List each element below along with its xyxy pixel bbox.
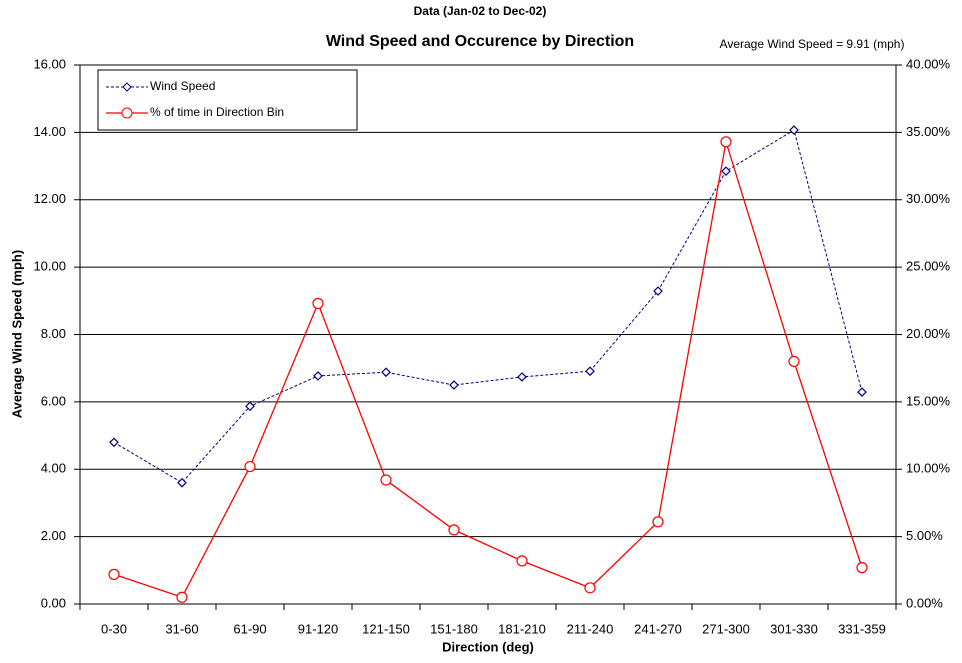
y-tick-label: 12.00	[33, 191, 66, 206]
y-tick-label: 2.00	[41, 528, 66, 543]
data-point	[653, 286, 663, 296]
y2-tick-label: 25.00%	[906, 259, 951, 274]
legend	[97, 69, 358, 131]
data-point	[789, 125, 799, 135]
x-tick-label: 331-359	[838, 621, 886, 636]
series-line	[113, 129, 863, 484]
data-point	[380, 474, 392, 486]
data-point	[245, 401, 255, 412]
data-point	[312, 297, 324, 310]
data-point	[720, 136, 732, 148]
legend-marker	[121, 107, 133, 119]
x-tick-label: 121-150	[362, 621, 410, 636]
data-point	[516, 555, 528, 567]
y2-tick-label: 40.00%	[906, 56, 951, 71]
legend-label: % of time in Direction Bin	[150, 105, 284, 119]
x-axis-title: Direction (deg)	[442, 639, 534, 654]
data-point	[109, 437, 119, 448]
legend-marker	[122, 82, 132, 92]
x-tick-label: 151-180	[430, 621, 478, 636]
x-tick-label: 31-60	[165, 621, 198, 636]
data-point	[449, 380, 459, 390]
x-tick-label: 301-330	[770, 621, 818, 636]
x-tick-label: 181-210	[498, 621, 546, 636]
legend-label: Wind Speed	[150, 79, 215, 93]
y-tick-label: 14.00	[33, 124, 66, 139]
chart-title: Wind Speed and Occurence by Direction	[326, 33, 634, 50]
data-point	[108, 568, 120, 580]
data-point	[177, 477, 187, 488]
y-axis-title: Average Wind Speed (mph)	[9, 250, 24, 418]
data-point	[856, 562, 868, 574]
x-tick-label: 241-270	[634, 621, 682, 636]
data-point	[788, 355, 800, 368]
x-tick-label: 211-240	[567, 621, 614, 636]
x-tick-label: 0-30	[101, 621, 127, 636]
y-tick-label: 6.00	[41, 393, 66, 408]
x-tick-label: 91-120	[298, 621, 338, 636]
data-point	[381, 367, 391, 378]
data-point	[448, 524, 460, 536]
data-point	[244, 460, 256, 473]
data-point	[721, 166, 731, 176]
y2-tick-label: 35.00%	[906, 124, 951, 139]
x-tick-label: 61-90	[233, 621, 266, 636]
data-point	[652, 516, 664, 528]
data-point	[176, 591, 188, 603]
y2-tick-label: 20.00%	[906, 326, 951, 341]
y-tick-label: 8.00	[41, 326, 66, 341]
annotation: Average Wind Speed = 9.91 (mph)	[720, 37, 905, 51]
data-point	[517, 372, 527, 382]
y2-tick-label: 0.00%	[906, 595, 943, 610]
chart-subtitle: Data (Jan-02 to Dec-02)	[414, 4, 547, 18]
y2-tick-label: 30.00%	[906, 191, 951, 206]
y-tick-label: 4.00	[41, 461, 66, 476]
y2-tick-label: 15.00%	[906, 393, 951, 408]
y2-tick-label: 5.00%	[906, 528, 943, 543]
data-point	[585, 366, 595, 377]
y-tick-label: 0.00	[41, 595, 66, 610]
data-point	[857, 387, 867, 397]
x-tick-label: 271-300	[702, 621, 750, 636]
series-line	[113, 141, 863, 599]
y-tick-label: 10.00	[33, 259, 66, 274]
y-tick-label: 16.00	[33, 56, 66, 71]
data-point	[313, 371, 323, 381]
y2-tick-label: 10.00%	[906, 461, 951, 476]
data-point	[584, 582, 596, 594]
